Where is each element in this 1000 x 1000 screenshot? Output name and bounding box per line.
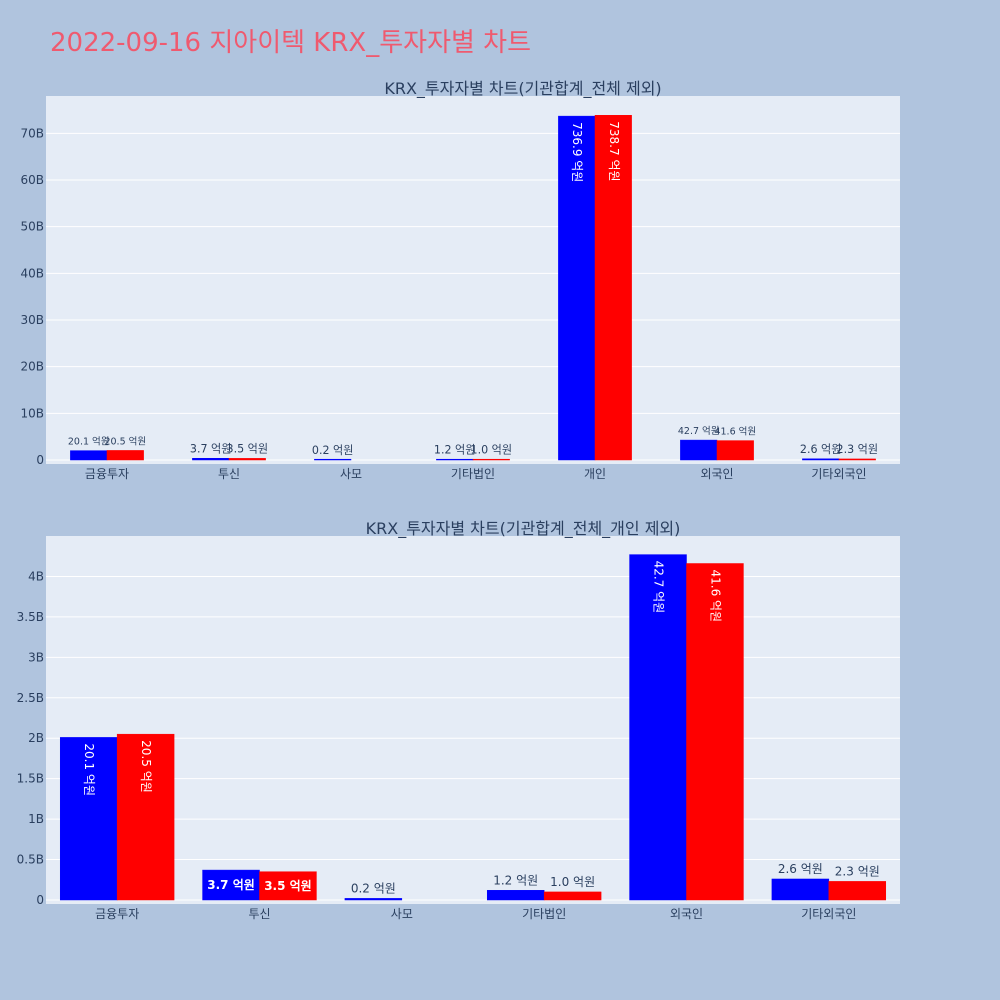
data-label: 0.2 억원: [351, 881, 396, 895]
bar: [629, 554, 687, 901]
x-tick-label: 투신: [218, 467, 240, 481]
data-label: 1.2 억원: [493, 873, 538, 887]
bar: [594, 115, 632, 461]
data-label: 2.6 억원: [778, 862, 823, 876]
chart-top: 0 10B 20B 30B 40B 50B 60B 70B KRX_투자자별 차트(기관합계_전…: [20, 79, 900, 481]
y-tick-label: 40B: [20, 266, 44, 280]
y-tick-label: 3.5B: [17, 610, 44, 624]
data-label: 20.5 억원: [104, 435, 146, 447]
data-label: 1.0 억원: [471, 444, 513, 457]
data-label: 20.1 억원: [68, 436, 110, 448]
y-tick-label: 60B: [20, 173, 44, 187]
data-label: 738.7 억원: [607, 121, 621, 181]
x-tick-label: 기타외국인: [811, 467, 866, 481]
x-tick-label: 개인: [584, 467, 606, 481]
x-tick-label: 기타법인: [451, 467, 495, 481]
bar: [106, 450, 144, 461]
bar: [59, 737, 118, 901]
y-tick-label: 0.5B: [17, 853, 44, 867]
y-tick-label: 3B: [28, 650, 44, 664]
y-tick-label: 2.5B: [17, 691, 44, 705]
data-label: 3.7 억원: [207, 878, 255, 892]
bar: [202, 869, 260, 901]
page-title: 2022-09-16 지아이텍 KRX_투자자별 차트: [50, 28, 532, 58]
x-tick-label: 투신: [248, 907, 270, 921]
y-tick-label: 20B: [20, 360, 44, 374]
y-tick-label: 10B: [20, 406, 44, 420]
data-label: 736.9 억원: [570, 122, 584, 182]
y-tick-label: 50B: [20, 220, 44, 234]
y-tick-label: 0: [36, 453, 44, 467]
y-tick-label: 4B: [28, 569, 44, 583]
bar: [828, 881, 887, 901]
y-tick-label: 2B: [28, 731, 44, 745]
bar: [771, 878, 830, 901]
y-tick-label: 0: [36, 893, 44, 907]
bar: [259, 871, 317, 901]
x-tick-label: 기타외국인: [801, 907, 856, 921]
bar: [314, 458, 352, 461]
x-tick-label: 기타법인: [522, 907, 566, 921]
y-tick-label: 30B: [20, 313, 44, 327]
data-label: 41.6 억원: [708, 570, 722, 623]
bar: [716, 440, 754, 461]
plot-area: [46, 96, 900, 464]
x-tick-label: 사모: [391, 907, 413, 921]
x-tick-label: 사모: [340, 467, 362, 481]
bar: [228, 458, 266, 461]
chart-title: KRX_투자자별 차트(기관합계_전체 제외): [384, 79, 661, 99]
data-label: 0.2 억원: [312, 444, 354, 457]
x-tick-label: 금융투자: [95, 907, 139, 921]
data-label: 42.7 억원: [678, 425, 720, 437]
x-tick-label: 외국인: [670, 907, 703, 921]
bar: [116, 733, 175, 901]
y-tick-label: 70B: [20, 126, 44, 140]
bar: [344, 898, 403, 901]
bar: [543, 891, 602, 901]
bar: [472, 458, 510, 461]
y-tick-label: 1.5B: [17, 772, 44, 786]
data-label: 41.6 억원: [714, 426, 756, 438]
data-label: 2.3 억원: [837, 443, 879, 456]
plot-area: [46, 536, 900, 904]
data-label: 20.1 억원: [82, 743, 96, 796]
chart-1-layer: 0 0.5B 1B 1.5B 2B 2.5B 3B 3.5B 4B KRX_투자자별 차트(기관합…: [17, 519, 900, 921]
x-tick-label: 금융투자: [85, 467, 129, 481]
bar: [558, 115, 596, 461]
y-tick-label: 1B: [28, 812, 44, 826]
data-label: 3.5 억원: [227, 442, 269, 455]
data-label: 20.5 억원: [139, 740, 153, 793]
chart-0-layer: 0 10B 20B 30B 40B 50B 60B 70B KRX_투자자별 차트(기관합계_전…: [20, 79, 900, 481]
data-label: 3.5 억원: [264, 879, 312, 893]
bar: [838, 458, 876, 461]
data-label: 1.2 억원: [434, 443, 476, 456]
chart-title: KRX_투자자별 차트(기관합계_전체_개인 제외): [366, 519, 681, 539]
x-tick-label: 외국인: [700, 467, 733, 481]
bar: [486, 890, 545, 901]
data-label: 1.0 억원: [550, 875, 595, 889]
bar: [686, 563, 744, 901]
data-label: 2.3 억원: [835, 864, 880, 878]
data-label: 3.7 억원: [190, 442, 232, 455]
data-label: 2.6 억원: [800, 443, 842, 456]
data-label: 42.7 억원: [652, 561, 666, 614]
